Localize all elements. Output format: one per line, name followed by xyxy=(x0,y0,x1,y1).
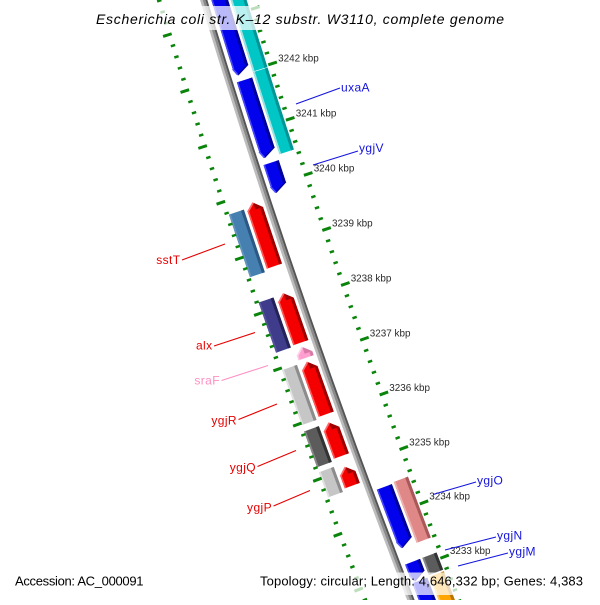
svg-text:3238 kbp: 3238 kbp xyxy=(351,274,392,285)
svg-text:Topology: circular; Length: 4,: Topology: circular; Length: 4,646,332 bp… xyxy=(260,574,583,589)
svg-text:sstT: sstT xyxy=(156,253,181,267)
svg-text:3236 kbp: 3236 kbp xyxy=(389,383,430,394)
svg-text:ygjV: ygjV xyxy=(359,141,384,155)
svg-text:ygjO: ygjO xyxy=(477,474,503,488)
svg-text:3235 kbp: 3235 kbp xyxy=(409,437,450,448)
svg-text:ygjN: ygjN xyxy=(497,529,523,543)
svg-text:3239 kbp: 3239 kbp xyxy=(332,219,373,230)
svg-text:alx: alx xyxy=(196,339,213,353)
svg-text:Escherichia coli str. K–12 sub: Escherichia coli str. K–12 substr. W3110… xyxy=(96,11,504,27)
svg-text:ygjM: ygjM xyxy=(509,545,536,559)
svg-text:3237 kbp: 3237 kbp xyxy=(370,328,411,339)
svg-text:ygjR: ygjR xyxy=(211,414,237,428)
svg-text:sraF: sraF xyxy=(194,374,220,388)
svg-text:ygjQ: ygjQ xyxy=(230,461,256,475)
svg-text:3240 kbp: 3240 kbp xyxy=(314,164,355,175)
svg-text:Accession: AC_000091: Accession: AC_000091 xyxy=(15,574,144,589)
svg-text:3241 kbp: 3241 kbp xyxy=(296,109,337,120)
svg-text:uxaA: uxaA xyxy=(341,81,370,95)
svg-text:ygjP: ygjP xyxy=(247,501,272,515)
svg-text:3242 kbp: 3242 kbp xyxy=(278,53,319,64)
